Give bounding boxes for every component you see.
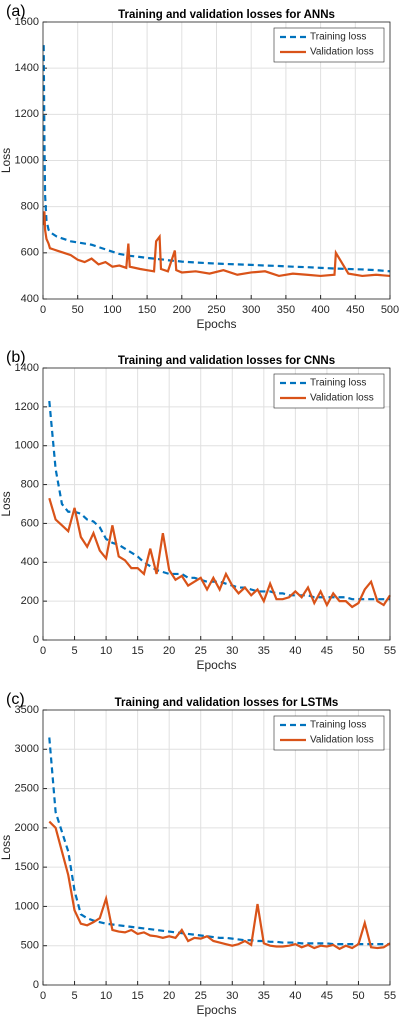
x-tick-label: 55 xyxy=(384,990,396,1002)
x-axis-label: Epochs xyxy=(196,1003,236,1017)
legend-label: Validation loss xyxy=(310,735,374,746)
chart-title: Training and validation losses for ANNs xyxy=(118,9,335,21)
x-tick-label: 100 xyxy=(103,304,121,316)
x-tick-label: 25 xyxy=(195,990,207,1002)
chart-title: Training and validation losses for CNNs xyxy=(118,355,335,367)
legend-label: Validation loss xyxy=(310,393,374,404)
y-tick-label: 2000 xyxy=(15,822,39,834)
loss-line xyxy=(42,45,391,273)
x-tick-label: 20 xyxy=(163,990,175,1002)
x-axis-label: Epochs xyxy=(196,658,236,672)
y-tick-label: 600 xyxy=(21,247,39,259)
legend-label: Training loss xyxy=(310,32,366,43)
x-tick-label: 40 xyxy=(289,990,301,1002)
y-tick-label: 1000 xyxy=(15,900,39,912)
x-tick-label: 5 xyxy=(71,645,77,657)
loss-line xyxy=(48,820,391,951)
x-tick-label: 50 xyxy=(352,645,364,657)
y-tick-label: 1400 xyxy=(15,62,39,74)
x-tick-label: 25 xyxy=(195,645,207,657)
x-tick-label: 15 xyxy=(132,990,144,1002)
x-tick-label: 50 xyxy=(352,990,364,1002)
x-tick-label: 250 xyxy=(207,304,225,316)
x-tick-label: 450 xyxy=(346,304,364,316)
panel-label: (c) xyxy=(6,691,25,708)
x-tick-label: 35 xyxy=(258,990,270,1002)
x-tick-label: 10 xyxy=(100,645,112,657)
y-tick-label: 400 xyxy=(21,556,39,568)
y-axis-label: Loss xyxy=(0,491,13,516)
x-tick-label: 150 xyxy=(138,304,156,316)
axes-box xyxy=(42,21,391,300)
x-tick-label: 45 xyxy=(321,645,333,657)
y-tick-label: 1200 xyxy=(15,108,39,120)
legend-label: Training loss xyxy=(310,378,366,389)
y-tick-label: 400 xyxy=(21,293,39,305)
x-tick-label: 0 xyxy=(40,990,46,1002)
legend-label: Validation loss xyxy=(310,47,374,58)
y-tick-label: 0 xyxy=(33,979,39,991)
y-tick-label: 0 xyxy=(33,634,39,646)
x-tick-label: 20 xyxy=(163,645,175,657)
y-tick-label: 2500 xyxy=(15,782,39,794)
y-tick-label: 600 xyxy=(21,517,39,529)
y-axis-label: Loss xyxy=(0,148,13,173)
x-tick-label: 30 xyxy=(226,645,238,657)
y-tick-label: 1500 xyxy=(15,861,39,873)
y-tick-label: 1000 xyxy=(15,154,39,166)
x-tick-label: 350 xyxy=(277,304,295,316)
x-tick-label: 300 xyxy=(242,304,260,316)
x-tick-label: 0 xyxy=(40,645,46,657)
y-tick-label: 800 xyxy=(21,201,39,213)
panel-label: (a) xyxy=(6,3,26,20)
x-tick-label: 50 xyxy=(72,304,84,316)
axes-box xyxy=(42,367,391,641)
y-tick-label: 1400 xyxy=(15,362,39,374)
panel-label: (b) xyxy=(6,349,26,366)
x-tick-label: 40 xyxy=(289,645,301,657)
y-tick-label: 3500 xyxy=(15,704,39,716)
legend-box xyxy=(273,715,385,751)
y-tick-label: 1000 xyxy=(15,440,39,452)
loss-line xyxy=(48,400,390,601)
x-axis-label: Epochs xyxy=(196,317,236,331)
y-tick-label: 500 xyxy=(21,940,39,952)
y-tick-label: 3000 xyxy=(15,743,39,755)
y-axis-label: Loss xyxy=(0,835,13,860)
x-tick-label: 35 xyxy=(258,645,270,657)
x-tick-label: 55 xyxy=(384,645,396,657)
loss-line xyxy=(42,211,391,278)
axes-box xyxy=(42,709,391,986)
x-tick-label: 5 xyxy=(71,990,77,1002)
loss-line xyxy=(48,497,391,609)
y-tick-label: 800 xyxy=(21,478,39,490)
x-tick-label: 200 xyxy=(173,304,191,316)
x-tick-label: 15 xyxy=(132,645,144,657)
y-tick-label: 200 xyxy=(21,595,39,607)
x-tick-label: 30 xyxy=(226,990,238,1002)
y-tick-label: 1200 xyxy=(15,401,39,413)
x-tick-label: 400 xyxy=(311,304,329,316)
legend-box xyxy=(273,373,385,409)
x-tick-label: 500 xyxy=(381,304,399,316)
x-tick-label: 10 xyxy=(100,990,112,1002)
x-tick-label: 45 xyxy=(321,990,333,1002)
legend-label: Training loss xyxy=(310,720,366,731)
chart-title: Training and validation losses for LSTMs xyxy=(115,697,339,709)
x-tick-label: 0 xyxy=(40,304,46,316)
y-tick-label: 1600 xyxy=(15,16,39,28)
legend-box xyxy=(273,27,385,63)
